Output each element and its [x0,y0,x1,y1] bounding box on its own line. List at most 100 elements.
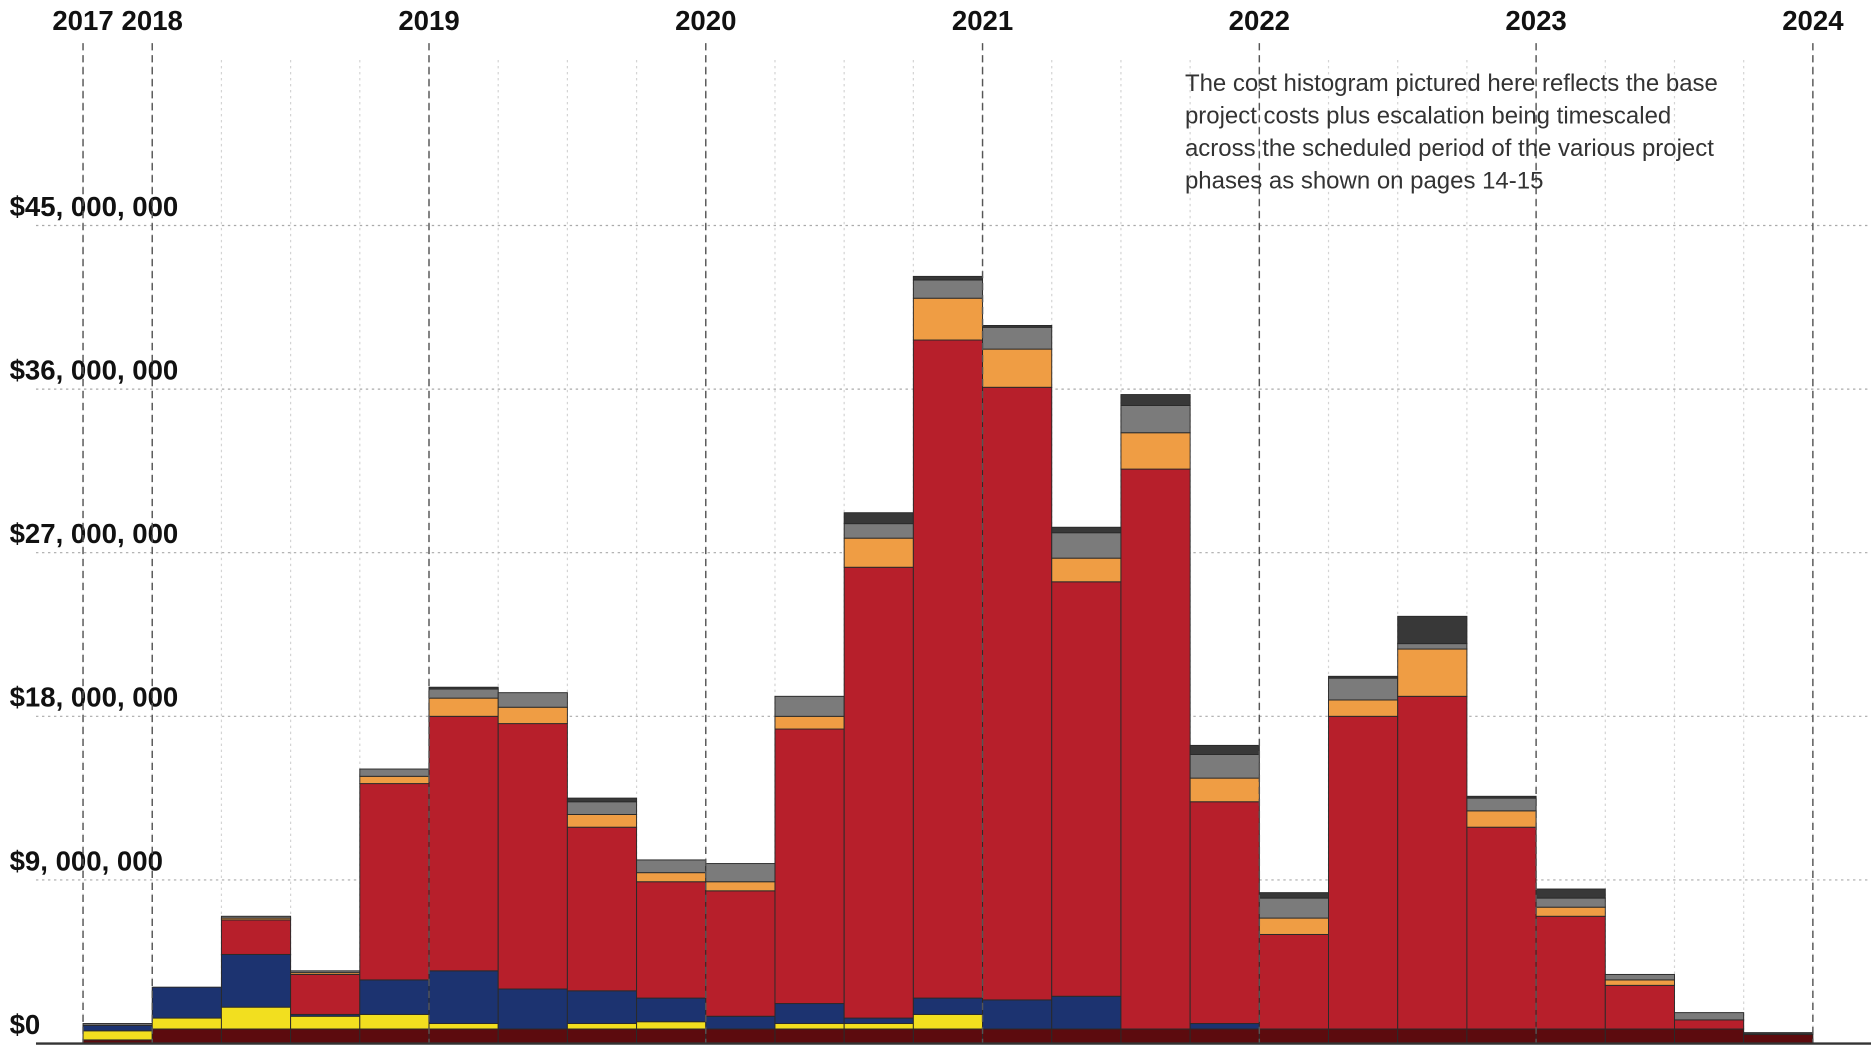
bar-segment [428,715,499,972]
bar-segment [1535,906,1606,917]
bar-segment [1466,797,1537,812]
bar-segment [359,979,430,1015]
bar-segment [151,1028,222,1045]
bar-segment [566,813,638,828]
bar-segment [151,1017,222,1030]
bar-segment [359,1013,430,1030]
bar-segment [1466,810,1537,828]
bar-segment [636,872,707,883]
bar-segment [428,970,499,1025]
bar-segment [1189,754,1260,779]
annotation-line: across the scheduled period of the vario… [1185,135,1714,162]
bar-segment [1258,917,1330,935]
bar-segment [1051,995,1122,1030]
bar-segment [497,723,568,990]
x-tick-label: 2024 [1782,5,1844,36]
bar-segment [1051,557,1122,583]
bar-segment [497,706,568,725]
bar-segment [1120,432,1191,470]
bar-segment [1674,1019,1745,1030]
bar-segment [1397,648,1468,697]
bar-segment [1743,1033,1814,1045]
y-tick-label: $18, 000, 000 [10,682,179,713]
x-tick-label: 2018 [122,5,183,36]
bar-segment [220,1006,292,1030]
bar-segment [1535,1028,1606,1045]
bar-segment [497,1028,568,1045]
bar-segment [1397,1028,1468,1045]
bar-segment [566,801,638,815]
annotation-line: The cost histogram pictured here reflect… [1185,70,1718,97]
bar-segment [497,692,568,708]
bar-segment [82,1023,153,1026]
bar-segment [1120,1028,1191,1045]
bar-segment [1120,468,1191,1030]
bar-segment [220,919,292,955]
bar-segment [1120,394,1191,406]
bar-segment [774,715,845,730]
bar-segment [1328,675,1399,679]
annotation-line: project costs plus escalation being time… [1185,103,1671,130]
bar-segment [982,326,1053,350]
bar-segment [359,768,430,777]
bar-segment [982,324,1053,328]
bar-segment [1189,1028,1260,1045]
bar-segment [912,279,984,299]
x-tick-label: 2017 [52,5,113,36]
bar-segment [1604,984,1675,1030]
bar-segment [705,1028,776,1045]
bar-segment [1535,888,1606,899]
bar-segment [1604,979,1675,986]
bar-segment [220,953,292,1008]
bar-segment [82,1030,153,1041]
bar-segment [1328,715,1399,1030]
bar-segment [566,797,638,803]
bar-segment [151,986,222,1019]
annotation-line: phases as shown on pages 14-15 [1185,167,1543,194]
y-tick-label: $36, 000, 000 [10,355,179,386]
bar-segment [1051,526,1122,534]
bar-segment [1051,532,1122,559]
y-tick-label: $0 [10,1009,41,1040]
bar-segment [1258,892,1330,899]
x-tick-label: 2020 [675,5,736,36]
bar-segment [1397,615,1468,645]
bar-segment [290,1028,361,1045]
bar-segment [359,775,430,785]
bar-segment [705,890,776,1017]
bar-segment [566,990,638,1025]
bar-segment [636,1021,707,1030]
bar-segment [1466,826,1537,1030]
bar-segment [1328,1028,1399,1045]
bar-segment [1189,744,1260,755]
bar-segment [1051,1028,1122,1045]
y-tick-label: $45, 000, 000 [10,191,179,222]
bar-segment [774,1023,845,1030]
bar-segment [843,1028,914,1045]
bar-segment [290,970,361,974]
bar-segment [843,1017,914,1025]
bar-segment [566,1023,638,1030]
bar-segment [843,512,914,525]
bar-segment [1258,933,1330,1030]
bar-segment [290,973,361,1015]
bar-segment [1189,801,1260,1025]
bar-segment [705,1015,776,1030]
bar-segment [636,881,707,999]
y-tick-label: $9, 000, 000 [10,845,163,876]
bar-segment [982,386,1053,1001]
bar-segment [428,686,499,690]
bar-segment [774,1028,845,1045]
bar-segment [912,1028,984,1045]
bar-segment [1743,1032,1814,1035]
bar-segment [705,881,776,892]
x-tick-label: 2022 [1229,5,1290,36]
bar-segment [1466,1028,1537,1045]
bar-segment [843,523,914,539]
bar-segment [636,859,707,874]
bar-segment [1604,973,1675,981]
bar-segment [912,1013,984,1030]
bar-segment [1051,581,1122,997]
